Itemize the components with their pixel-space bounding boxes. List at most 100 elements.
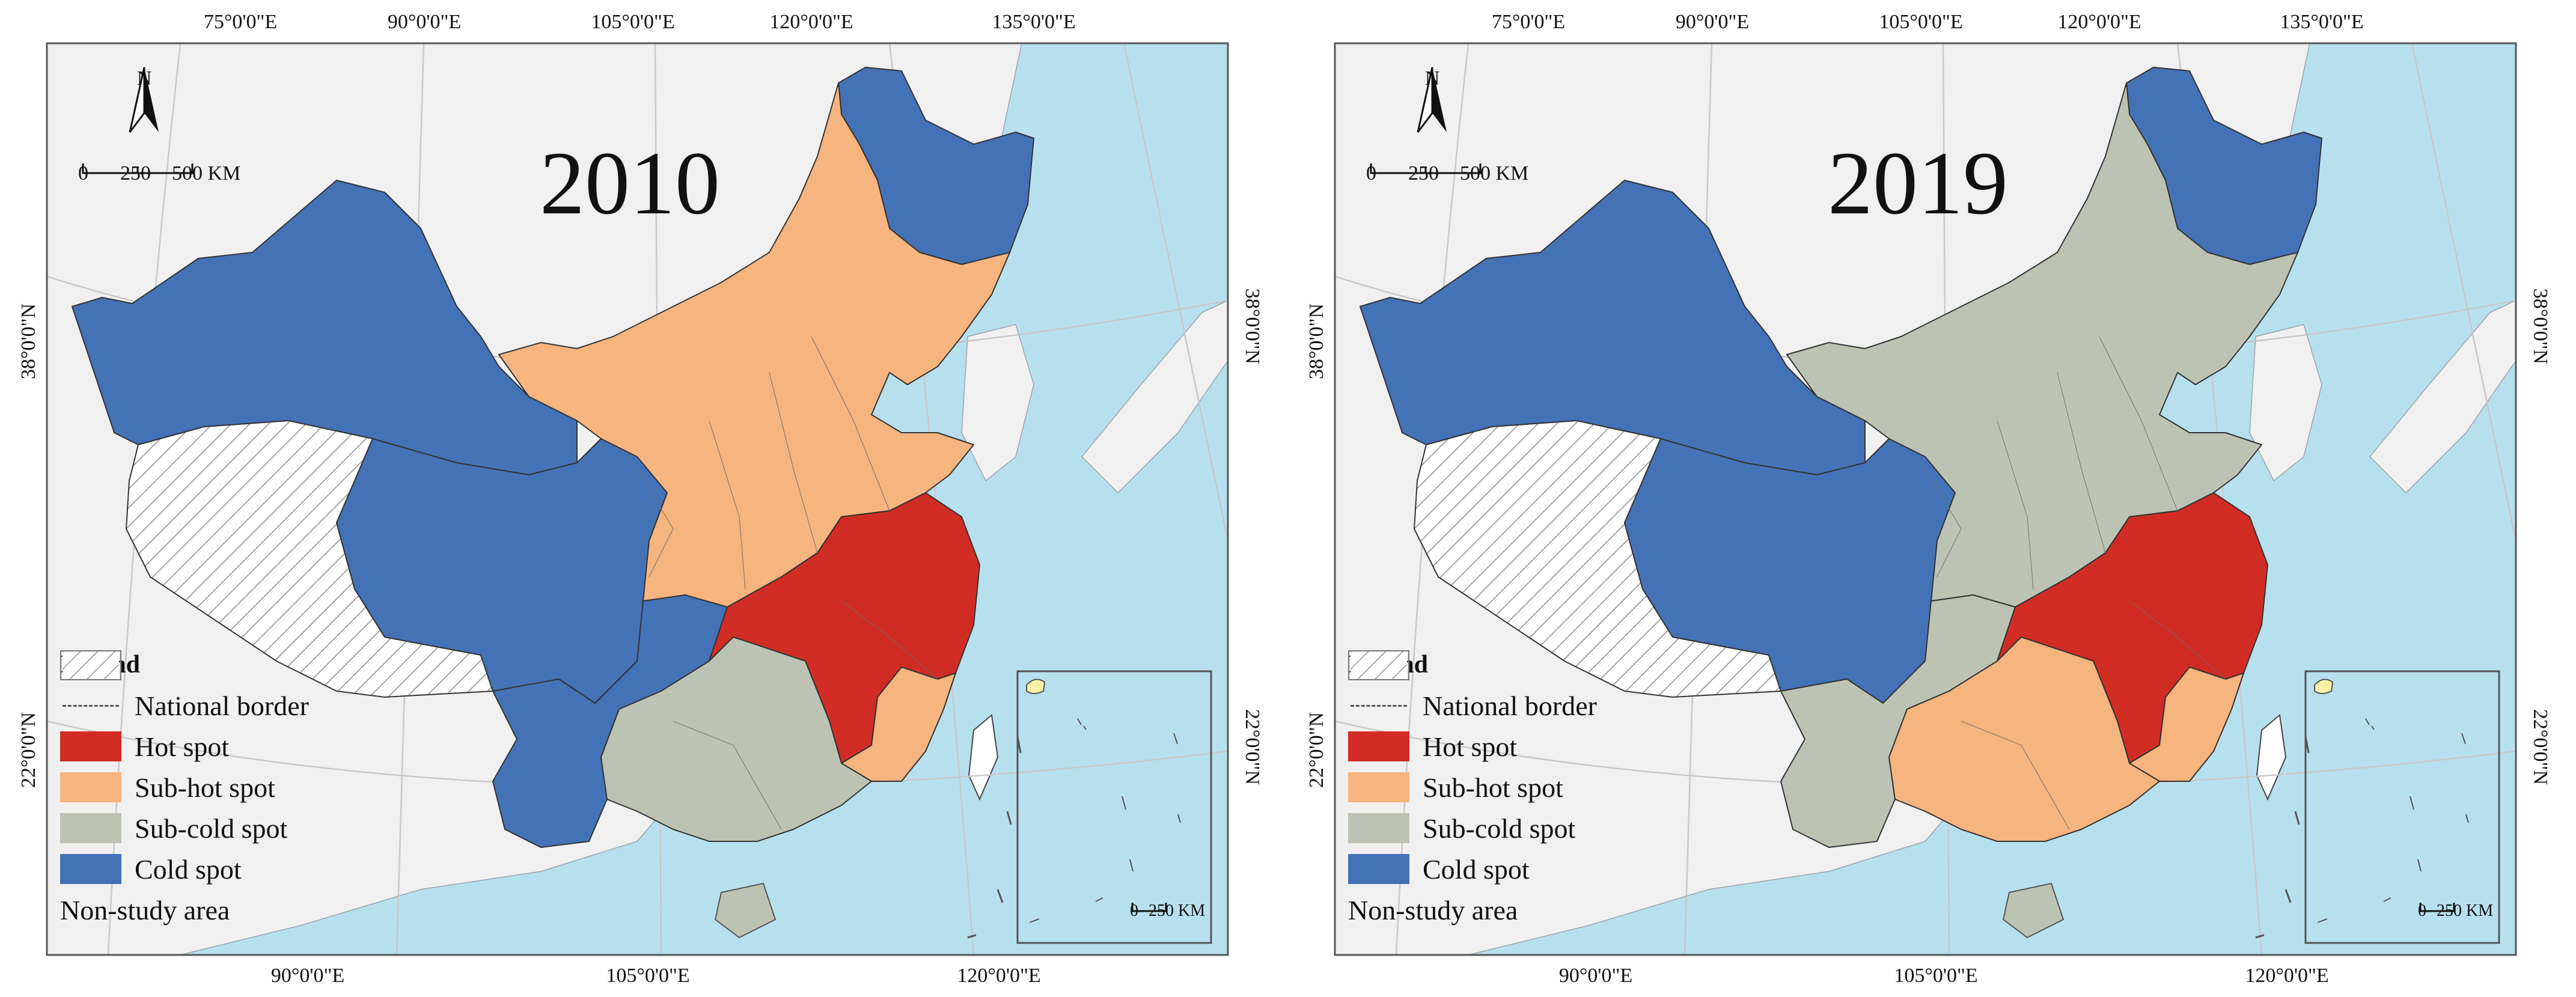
inset-map [1026, 678, 1181, 923]
border-line-swatch [1348, 691, 1409, 721]
top-tick-3: 120°0'0"E [2057, 11, 2141, 33]
top-tick-2: 105°0'0"E [1879, 11, 1963, 33]
legend-item-hot: Hot spot [1348, 726, 1597, 767]
cold-spot-swatch [60, 854, 121, 884]
non-study-swatch [1348, 650, 1409, 680]
sub-cold-spot-swatch [1348, 813, 1409, 843]
bottom-tick-1: 105°0'0"E [1894, 965, 1978, 987]
map-year-title: 2010 [540, 133, 720, 233]
region-southeast-coast [841, 666, 956, 782]
legend: Legend National border Hot spot Sub-hot … [60, 650, 309, 930]
island-dashes [2255, 736, 2310, 939]
north-arrow: N [1408, 67, 1456, 133]
regions [1360, 67, 2322, 848]
region-north-china [1786, 82, 2298, 608]
legend-item-non-study: Non-study area [60, 650, 309, 930]
left-tick-1: 22°0'0"N [1305, 712, 1328, 788]
map-canvas [46, 42, 1229, 956]
north-arrow: N [120, 67, 168, 133]
sub-hot-spot-swatch [60, 772, 121, 802]
map-year-title: 2019 [1828, 133, 2008, 233]
right-tick-1: 22°0'0"N [2529, 709, 2551, 785]
bottom-tick-2: 120°0'0"E [957, 965, 1041, 987]
sub-hot-spot-swatch [1348, 772, 1409, 802]
scale-bar: 0 250 500 KM [78, 162, 258, 186]
scale-bar-graphic [1370, 163, 1482, 174]
region-south-china [1888, 636, 2160, 842]
region-southeast-coast [2129, 666, 2244, 782]
province-boundaries [636, 336, 938, 830]
sub-cold-spot-swatch [60, 813, 121, 843]
hot-spot-swatch [1348, 731, 1409, 761]
top-tick-3: 120°0'0"E [769, 11, 853, 33]
border-line-swatch [60, 691, 121, 721]
legend-label: National border [135, 690, 309, 721]
inset-scale-bar: 0 250 KM [2418, 901, 2493, 921]
legend-item-sub-cold: Sub-cold spot [60, 808, 309, 849]
cold-spot-swatch [1348, 854, 1409, 884]
legend-label: Sub-hot spot [135, 772, 275, 803]
top-tick-0: 75°0'0"E [203, 11, 278, 33]
legend-item-hot: Hot spot [60, 726, 309, 767]
top-tick-4: 135°0'0"E [2280, 11, 2364, 33]
legend-label: Hot spot [135, 731, 230, 762]
japan-islands [1081, 300, 1228, 494]
taiwan-island [968, 714, 999, 801]
legend-item-non-study: Non-study area [1348, 650, 1597, 930]
inset-scale-graphic [2419, 903, 2455, 912]
right-tick-1: 22°0'0"N [1241, 709, 1263, 785]
island-dashes [967, 736, 1022, 939]
bottom-tick-0: 90°0'0"E [1558, 965, 1633, 987]
top-tick-4: 135°0'0"E [992, 11, 1076, 33]
taiwan-island [2256, 714, 2287, 801]
left-tick-0: 38°0'0"N [1305, 303, 1328, 380]
left-tick-0: 38°0'0"N [17, 303, 40, 380]
legend-item-cold: Cold spot [60, 849, 309, 889]
legend-label: Non-study area [1348, 894, 1518, 925]
map-panel-2019: 75°0'0"E 90°0'0"E 105°0'0"E 120°0'0"E 13… [1288, 0, 2576, 997]
top-tick-1: 90°0'0"E [1675, 11, 1750, 33]
hot-spot-swatch [60, 731, 121, 761]
map-frame [1334, 42, 2517, 956]
non-study-swatch [60, 650, 121, 680]
region-north-china [498, 82, 1010, 608]
legend-item-border: National border [60, 685, 309, 726]
regions [72, 67, 1034, 848]
legend-label: Non-study area [60, 894, 230, 925]
left-tick-1: 22°0'0"N [17, 712, 40, 788]
legend-item-sub-hot: Sub-hot spot [60, 767, 309, 808]
legend-item-sub-hot: Sub-hot spot [1348, 767, 1597, 808]
legend-label: Sub-cold spot [1423, 813, 1576, 844]
north-arrow-icon [1417, 67, 1447, 133]
map-canvas [1288, 0, 2576, 997]
bottom-tick-2: 120°0'0"E [2245, 965, 2329, 987]
scale-bar-graphic [82, 163, 194, 174]
scale-bar: 0 250 500 KM [1366, 162, 1546, 186]
region-south-china [600, 636, 872, 842]
legend-label: Cold spot [1423, 853, 1530, 885]
korea-peninsula [2249, 324, 2322, 482]
right-tick-0: 38°0'0"N [1241, 288, 1263, 365]
legend-label: Cold spot [135, 853, 242, 885]
right-tick-0: 38°0'0"N [2529, 288, 2551, 365]
map-panel-2010: 75°0'0"E 90°0'0"E 105°0'0"E 120°0'0"E 13… [17, 11, 1263, 987]
korea-peninsula [961, 324, 1034, 482]
top-tick-2: 105°0'0"E [591, 11, 675, 33]
top-tick-0: 75°0'0"E [1491, 11, 1566, 33]
top-tick-1: 90°0'0"E [387, 11, 462, 33]
map-frame [46, 42, 1229, 956]
legend-item-sub-cold: Sub-cold spot [1348, 808, 1597, 849]
hainan-island [714, 882, 777, 939]
north-arrow-icon [129, 67, 159, 133]
legend-label: Hot spot [1423, 731, 1518, 762]
inset-frame [2304, 670, 2500, 944]
legend-item-border: National border [1348, 685, 1597, 726]
inset-map [2314, 678, 2469, 923]
province-boundaries [1924, 336, 2226, 830]
japan-islands [2369, 300, 2516, 494]
legend-label: National border [1423, 690, 1597, 721]
bottom-tick-0: 90°0'0"E [270, 965, 345, 987]
legend: Legend National border Hot spot Sub-hot … [1348, 650, 1597, 930]
bottom-tick-1: 105°0'0"E [606, 965, 690, 987]
legend-label: Sub-cold spot [135, 813, 288, 844]
